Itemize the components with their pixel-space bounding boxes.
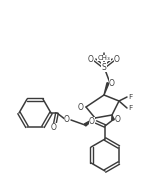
Text: F: F — [128, 94, 132, 100]
Polygon shape — [112, 115, 114, 120]
Text: F: F — [128, 105, 132, 111]
Text: O: O — [89, 117, 95, 126]
Polygon shape — [84, 118, 95, 126]
Text: O: O — [109, 78, 115, 88]
Text: O: O — [115, 114, 121, 124]
Text: CH₃: CH₃ — [98, 55, 110, 61]
Polygon shape — [104, 83, 109, 95]
Text: S: S — [102, 62, 106, 72]
Text: O: O — [114, 56, 120, 65]
Text: O: O — [88, 56, 94, 65]
Text: O: O — [78, 102, 84, 112]
Text: O: O — [51, 124, 57, 132]
Text: O: O — [64, 116, 70, 125]
